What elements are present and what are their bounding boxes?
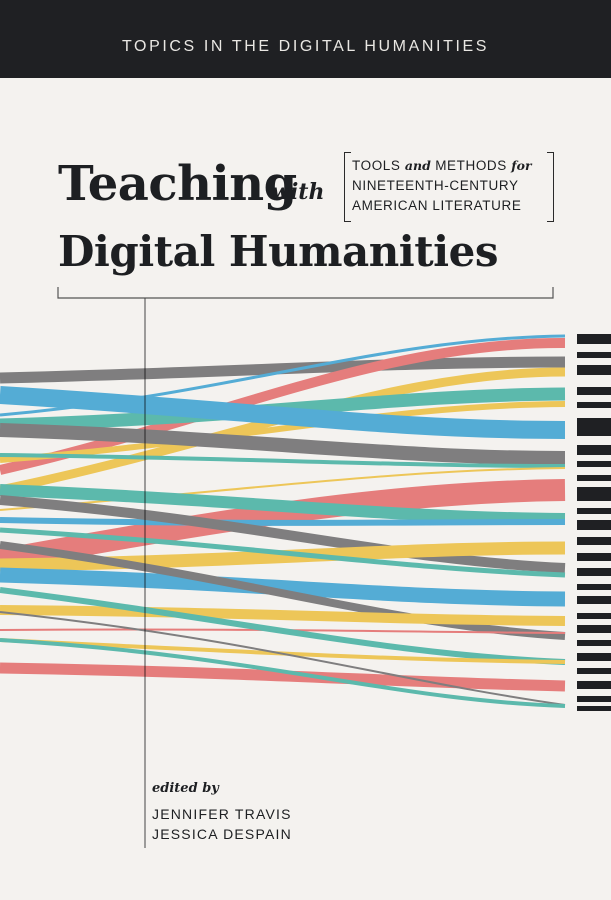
stripe (577, 625, 611, 633)
subtitle-for: for (511, 158, 532, 173)
series-title: TOPICS IN THE DIGITAL HUMANITIES (121, 38, 490, 55)
stripe (577, 418, 611, 436)
stripe (577, 334, 611, 344)
flow-ribbons (0, 334, 566, 708)
stripe (577, 568, 611, 576)
title-line-2: Digital Humanities (58, 227, 498, 276)
ribbon-teal-3 (0, 484, 566, 525)
ribbon-gray-4 (0, 541, 566, 640)
ribbon-gray-thin (0, 611, 566, 706)
editor-name: JESSICA DESPAIN (152, 826, 292, 842)
subtitle-line-3: AMERICAN LITERATURE (352, 198, 522, 213)
ribbon-blue (0, 386, 566, 439)
stripe (577, 402, 611, 408)
subtitle-tools: TOOLS (352, 158, 401, 173)
barcode-stripes (577, 334, 611, 711)
ribbon-red-thin (0, 628, 566, 634)
editor-name: JENNIFER TRAVIS (152, 806, 292, 822)
ribbon-teal (0, 387, 566, 432)
stripe (577, 352, 611, 358)
subtitle-bracket-left (344, 152, 351, 222)
subtitle-methods: METHODS (435, 158, 507, 173)
series-band (0, 0, 611, 78)
stripe (577, 537, 611, 545)
stripe (577, 487, 611, 501)
stripe (577, 508, 611, 514)
stripe (577, 596, 611, 604)
ribbon-yellow-5 (0, 605, 566, 626)
stripe (577, 475, 611, 481)
ribbon-blue-2 (0, 517, 566, 526)
ribbon-teal-6 (0, 638, 566, 708)
title-bracket (57, 287, 554, 299)
stripe (577, 461, 611, 467)
title-line-1: Teaching (58, 156, 297, 212)
stripe (577, 668, 611, 674)
stripe (577, 553, 611, 561)
subtitle-line-1: TOOLS and METHODS for (352, 158, 532, 173)
subtitle-bracket-right (547, 152, 554, 222)
subtitle-line-2: NINETEENTH-CENTURY (352, 178, 519, 193)
ribbon-teal-2 (0, 453, 566, 468)
stripe (577, 445, 611, 455)
stripe (577, 653, 611, 661)
ribbon-yellow-3 (0, 467, 566, 511)
ribbon-teal-5 (0, 587, 566, 665)
stripe (577, 584, 611, 590)
title-with: with (271, 179, 325, 205)
edited-by-label: edited by (152, 781, 219, 796)
ribbon-gray-3 (0, 495, 566, 573)
stripe (577, 365, 611, 375)
ribbon-blue-3 (0, 567, 566, 607)
stripe (577, 681, 611, 689)
ribbon-yellow-6 (0, 638, 566, 664)
subtitle-and: and (404, 158, 431, 173)
ribbon-red (0, 337, 566, 475)
stripe (577, 520, 611, 530)
stripe (577, 613, 611, 619)
stripe (577, 696, 611, 702)
subtitle-box: TOOLS and METHODS for NINETEENTH-CENTURY… (344, 152, 554, 222)
stripe (577, 640, 611, 646)
ribbon-teal-4 (0, 527, 566, 578)
stripe (577, 387, 611, 395)
ribbon-gray-2 (0, 423, 566, 465)
stripe (577, 706, 611, 711)
